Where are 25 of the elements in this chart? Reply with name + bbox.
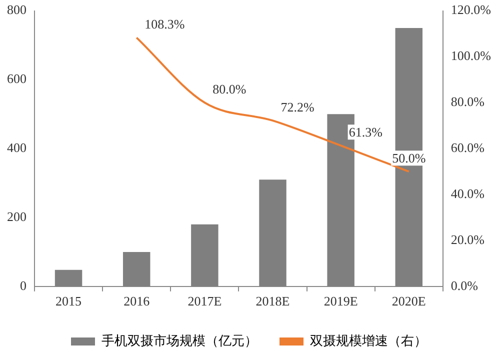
y-tick-label: 800: [7, 2, 26, 18]
x-tick-label: 2018E: [256, 294, 290, 309]
data-label: 61.3%: [348, 124, 383, 140]
y-tick-label: 0: [20, 278, 26, 293]
x-tick-label: 2020E: [392, 294, 426, 309]
x-tick-label: 2017E: [188, 294, 222, 309]
y2-tick-label: 60.0%: [450, 140, 485, 156]
y2-tick-label: 80.0%: [450, 94, 485, 110]
y-tick-label: 600: [7, 71, 26, 86]
data-label: 50.0%: [392, 150, 426, 166]
data-label: 108.3%: [144, 16, 185, 32]
x-tick-label: 2016: [124, 294, 150, 309]
data-label: 80.0%: [212, 82, 246, 97]
data-label: 72.2%: [280, 100, 314, 115]
y2-tick-label: 120.0%: [450, 2, 492, 18]
y2-tick-label: 40.0%: [450, 186, 485, 201]
x-tick-label: 2015: [56, 294, 82, 309]
y-tick-label: 200: [7, 208, 26, 224]
legend-label: 手机双摄市场规模（亿元）: [102, 332, 258, 348]
x-tick-label: 2019E: [324, 294, 358, 309]
y2-tick-label: 20.0%: [450, 232, 485, 247]
legend-label: 双摄规模增速（右）: [310, 332, 427, 348]
y2-tick-label: 0.0%: [450, 278, 478, 293]
y-tick-label: 400: [7, 140, 26, 156]
y2-tick-label: 100.0%: [450, 48, 492, 64]
